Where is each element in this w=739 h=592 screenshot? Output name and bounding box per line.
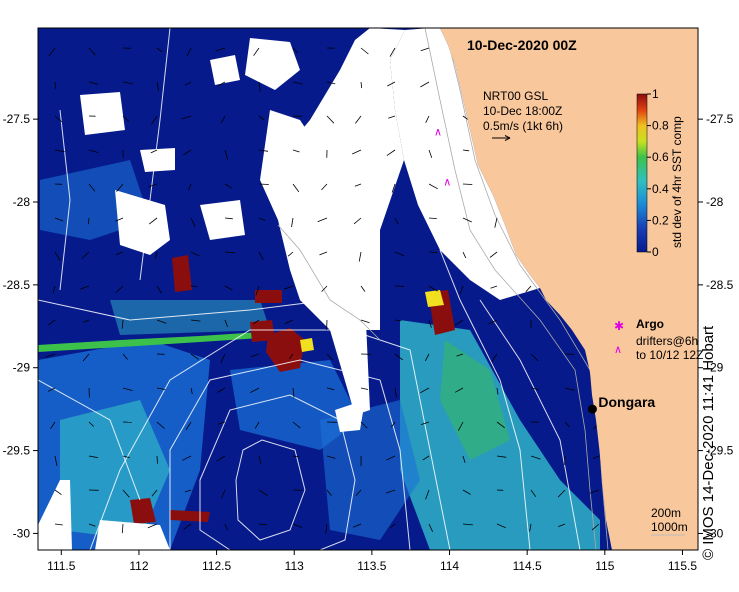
y-tick-label-right: -28.5: [706, 278, 734, 292]
x-tick-label: 111.5: [47, 559, 76, 573]
current-legend-line3: 0.5m/s (1kt 6h): [483, 119, 563, 133]
current-legend-line2: 10-Dec 18:00Z: [483, 104, 562, 118]
colorbar-tick-label: 0.4: [652, 182, 669, 196]
x-tick-label: 114.5: [513, 559, 542, 573]
imos-credit: © IMOS 14-Dec-2020 11:41 Hobart: [700, 325, 717, 560]
argo-float-1: ∧: [443, 176, 451, 188]
current-scale-arrow: [492, 135, 511, 141]
map-frame: [37, 27, 699, 551]
x-tick-label: 113.5: [357, 559, 386, 573]
y-tick-label-right: -28: [706, 195, 724, 209]
sea-level-contours: [38, 28, 581, 550]
x-tick-label: 115: [595, 559, 614, 573]
dongara-marker: [587, 404, 597, 414]
x-axis: 111.5 112 112.5 113 113.5 114 114.5 115 115.5: [47, 550, 697, 573]
current-arrows: [45, 47, 677, 534]
y-tick-label-right: -29: [706, 361, 724, 375]
depth-legend-1000m: 1000m: [651, 520, 688, 534]
dongara-label: Dongara: [598, 394, 655, 410]
colorbar: [636, 93, 648, 253]
drifters-legend-line1: drifters@6h: [636, 334, 698, 348]
argo-float-0: ∧: [434, 127, 442, 139]
argo-float-markers: ∧∧: [434, 127, 451, 189]
drifter-legend-icon: ∧: [614, 344, 622, 356]
y-tick-label: -28.5: [3, 278, 31, 292]
y-tick-label-right: -29.5: [706, 444, 734, 458]
y-tick-label: -29: [13, 361, 31, 375]
colorbar-tick-label: 0.2: [652, 213, 669, 227]
colorbar-tick-label: 0.8: [652, 119, 669, 133]
drifters-legend-line2: to 10/12 12Z: [636, 348, 703, 362]
y-tick-label: -30: [13, 526, 31, 540]
argo-legend-icon: ✱: [614, 319, 624, 333]
y-tick-label: -27.5: [3, 112, 31, 126]
colorbar-tick-label: 0.6: [652, 150, 669, 164]
land-area: [440, 28, 698, 550]
x-tick-label: 115.5: [668, 559, 697, 573]
y-tick-label-right: -27.5: [706, 112, 734, 126]
colorbar-tick-label: 0: [652, 245, 659, 259]
depth-legend-200m: 200m: [651, 506, 681, 520]
colorbar-label: std dev of 4hr SST comp: [670, 116, 684, 248]
sst-variability-field: [38, 160, 600, 550]
y-tick-label-right: -30: [706, 526, 724, 540]
x-tick-label: 112.5: [202, 559, 231, 573]
colorbar-ticks: 0 0.2 0.4 0.6 0.8 1: [647, 87, 669, 259]
x-tick-label: 113: [285, 559, 304, 573]
y-tick-label: -29.5: [3, 444, 31, 458]
current-legend-line1: NRT00 GSL: [483, 89, 548, 103]
x-tick-label: 112: [129, 559, 148, 573]
y-tick-label: -28: [13, 195, 31, 209]
argo-legend-label: Argo: [636, 317, 664, 331]
map-title: 10-Dec-2020 00Z: [467, 37, 577, 53]
colorbar-tick-label: 1: [652, 87, 659, 101]
y-axis: -27.5 -27.5 -28 -28 -28.5 -28.5 -29 -29 -29.5 -29…: [3, 112, 734, 540]
x-tick-label: 114: [440, 559, 459, 573]
cloud-mask: [38, 28, 540, 550]
